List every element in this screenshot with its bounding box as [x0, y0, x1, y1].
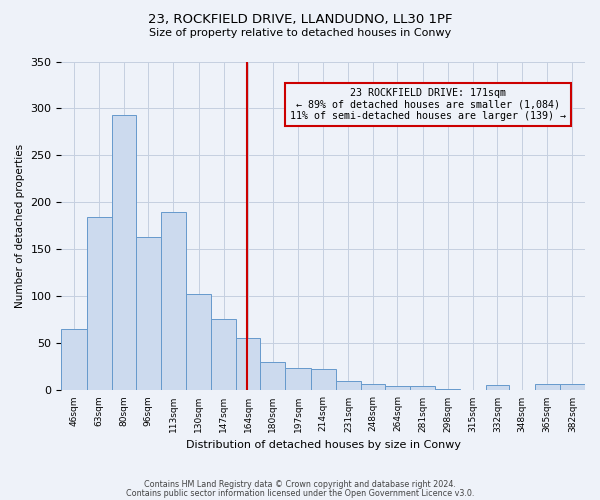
Bar	[286, 368, 311, 390]
Bar	[61, 330, 86, 390]
Text: Contains HM Land Registry data © Crown copyright and database right 2024.: Contains HM Land Registry data © Crown c…	[144, 480, 456, 489]
Text: Size of property relative to detached houses in Conwy: Size of property relative to detached ho…	[149, 28, 451, 38]
Bar	[435, 388, 460, 390]
Bar	[535, 384, 560, 390]
Bar	[336, 381, 361, 390]
Text: 23, ROCKFIELD DRIVE, LLANDUDNO, LL30 1PF: 23, ROCKFIELD DRIVE, LLANDUDNO, LL30 1PF	[148, 12, 452, 26]
Bar	[112, 115, 136, 390]
Text: Contains public sector information licensed under the Open Government Licence v3: Contains public sector information licen…	[126, 488, 474, 498]
Bar	[560, 384, 585, 390]
Bar	[86, 216, 112, 390]
Bar	[161, 212, 186, 390]
Bar	[211, 319, 236, 390]
Bar	[311, 369, 336, 390]
Bar	[260, 362, 286, 390]
Bar	[385, 386, 410, 390]
Bar	[361, 384, 385, 390]
Bar	[410, 386, 435, 390]
X-axis label: Distribution of detached houses by size in Conwy: Distribution of detached houses by size …	[186, 440, 461, 450]
Bar	[485, 385, 509, 390]
Y-axis label: Number of detached properties: Number of detached properties	[15, 144, 25, 308]
Bar	[236, 338, 260, 390]
Bar	[186, 294, 211, 390]
Text: 23 ROCKFIELD DRIVE: 171sqm
← 89% of detached houses are smaller (1,084)
11% of s: 23 ROCKFIELD DRIVE: 171sqm ← 89% of deta…	[290, 88, 566, 121]
Bar	[136, 237, 161, 390]
